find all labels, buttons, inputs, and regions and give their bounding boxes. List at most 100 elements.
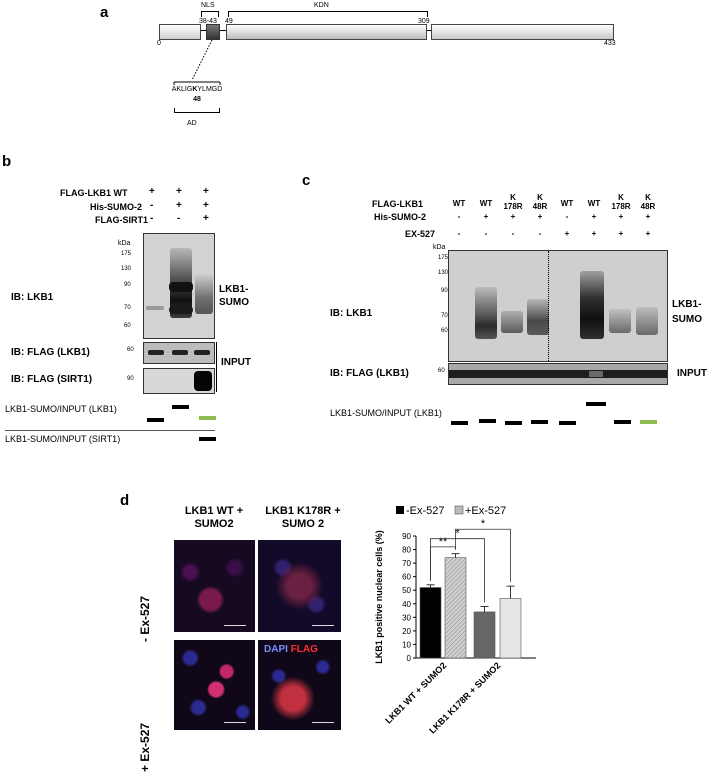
ad-label: AD — [187, 120, 197, 127]
b-mark: + — [203, 200, 209, 211]
c-ratio-bar-highlight — [640, 420, 657, 424]
c-ratio-bar — [586, 402, 606, 406]
c-ladder-130: 130 — [438, 270, 449, 276]
b-ladder-175: 175 — [121, 251, 132, 257]
ad-sequence: AKLIGKYLMGD — [171, 86, 223, 93]
y-tick-label: 90 — [402, 532, 411, 541]
b-input-divider — [216, 342, 217, 392]
b-ladder-60: 60 — [124, 323, 131, 329]
c-ib-lkb1: IB: LKB1 — [330, 308, 373, 319]
b-ib-flag-lkb1: IB: FLAG (LKB1) — [11, 347, 90, 358]
c-row-ex: EX-527 — [405, 229, 436, 239]
c-lkb1-sumo: LKB1-SUMO — [672, 299, 702, 325]
d-image-wt-minus — [174, 540, 255, 632]
seq-post: YLMGD — [197, 86, 223, 93]
d-image-k178r-minus — [258, 540, 341, 632]
b-ratio-separator — [5, 430, 215, 431]
c-lane-label: K — [537, 193, 543, 202]
b-flag-lkb1-kda: 60 — [127, 347, 134, 353]
b-input-label: INPUT — [221, 357, 251, 368]
c-lane-sumo-mark: - — [457, 212, 461, 221]
y-tick-label: 10 — [402, 640, 411, 649]
nls-range: 38-43 — [199, 18, 217, 25]
c-lane-sumo-mark: + — [510, 212, 516, 221]
c-lane-sublabel: 178R — [611, 202, 631, 211]
domain-nls — [206, 24, 220, 40]
y-tick-label: 40 — [402, 600, 411, 609]
b-ratio-lkb1: LKB1-SUMO/INPUT (LKB1) — [5, 404, 117, 414]
b-ladder-70: 70 — [124, 305, 131, 311]
b-mark: + — [203, 213, 209, 224]
c-ratio-bar — [614, 420, 631, 424]
flag-label: FLAG — [290, 644, 318, 655]
bar-minus — [419, 587, 442, 659]
c-ratio-bar — [559, 421, 576, 425]
c-lane-sumo-mark: - — [565, 212, 569, 221]
seq-num: 48 — [193, 96, 201, 103]
panel-d-letter: d — [120, 492, 130, 509]
c-lane-sublabel: 48R — [532, 202, 548, 211]
c-lane-ex-mark: + — [591, 229, 597, 238]
c-lane-ex-mark: - — [457, 229, 461, 238]
c-lane-sublabel: 178R — [503, 202, 523, 211]
panel-b-letter: b — [2, 153, 12, 170]
y-tick-label: 30 — [402, 613, 411, 622]
c-ib-flag: IB: FLAG (LKB1) — [330, 368, 409, 379]
domain-cterm — [431, 24, 614, 40]
c-ladder-70: 70 — [441, 313, 448, 319]
c-lane-sumo-mark: + — [591, 212, 597, 221]
dapi-label: DAPI — [264, 644, 288, 655]
legend-label-plus: +Ex-527 — [465, 505, 506, 517]
b-mark: - — [150, 213, 154, 224]
kdn-bracket — [228, 11, 428, 17]
c-lane-label: K — [645, 193, 651, 202]
b-ib-lkb1: IB: LKB1 — [11, 292, 54, 303]
kdn-end: 309 — [418, 18, 430, 25]
sig-plus-label: * — [481, 518, 486, 530]
b-ratio-bar — [147, 418, 164, 422]
b-mark: + — [203, 186, 209, 197]
b-ladder-90: 90 — [124, 282, 131, 288]
c-ratio-bar — [505, 421, 522, 425]
b-row-sumo: His-SUMO-2 — [90, 202, 143, 212]
c-ratio-bar — [451, 421, 468, 425]
d-image-wt-plus — [174, 640, 255, 730]
b-blot-flag-sirt1 — [143, 368, 215, 394]
sig-minus-bracket — [430, 538, 485, 603]
b-mark: + — [176, 200, 182, 211]
c-row-flag: FLAG-LKB1 — [372, 199, 423, 209]
panel-c-letter: c — [302, 172, 311, 189]
seq-k: K — [192, 86, 198, 93]
c-lane-label: WT — [560, 199, 574, 208]
c-lane-ex-mark: + — [564, 229, 570, 238]
dotted-connector — [173, 39, 221, 85]
b-kda-label: kDa — [118, 240, 131, 247]
c-lane-ex-mark: - — [511, 229, 515, 238]
d-col2-label: LKB1 K178R + SUMO 2 — [265, 505, 341, 530]
y-tick-label: 20 — [402, 627, 411, 636]
c-lane-label: WT — [452, 199, 466, 208]
y-tick-label: 80 — [402, 546, 411, 555]
c-ladder-175: 175 — [438, 255, 449, 261]
c-lane-sumo-mark: + — [537, 212, 543, 221]
bar-minus — [473, 611, 496, 659]
c-lane-label: WT — [479, 199, 493, 208]
c-lane-label: K — [510, 193, 516, 202]
b-blot-lkb1 — [143, 233, 215, 339]
c-lane-sumo-mark: + — [618, 212, 624, 221]
d-image-k178r-plus: DAPI FLAG — [258, 640, 341, 730]
nls-bracket — [201, 11, 219, 17]
b-flag-sirt1-kda: 90 — [127, 376, 134, 382]
legend-swatch-minus — [396, 506, 404, 514]
c-ladder-60: 60 — [441, 328, 448, 334]
c-lane-ex-mark: + — [618, 229, 624, 238]
kdn-start: 49 — [225, 18, 233, 25]
legend-label-minus: -Ex-527 — [406, 505, 445, 517]
sig-plus-bracket — [455, 528, 511, 583]
pos-start: 0 — [157, 40, 161, 47]
b-ib-flag-sirt1: IB: FLAG (SIRT1) — [11, 374, 93, 385]
kdn-label: KDN — [314, 2, 329, 9]
b-ratio-bar-highlight — [199, 416, 216, 420]
legend-swatch-plus — [454, 505, 464, 515]
c-lane-sublabel: 48R — [640, 202, 656, 211]
